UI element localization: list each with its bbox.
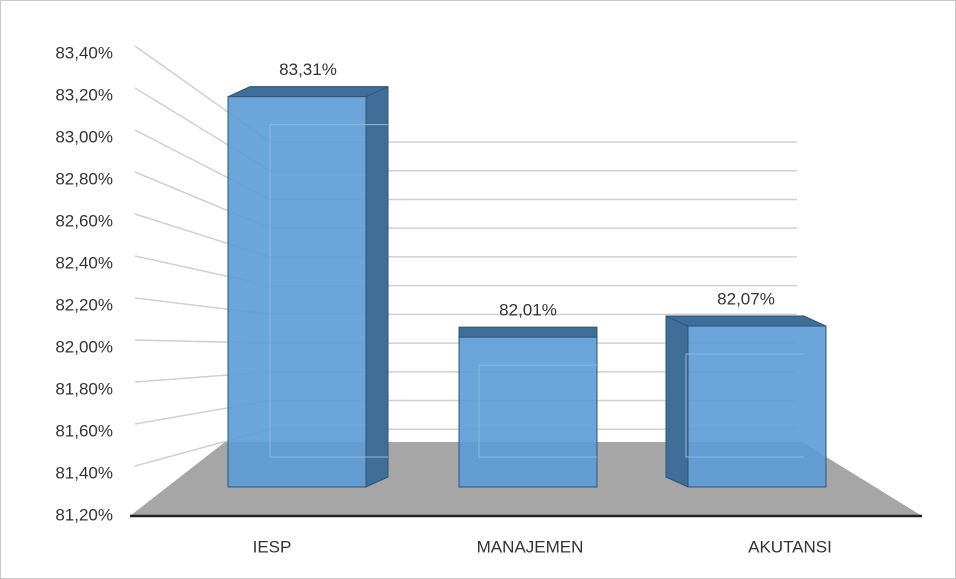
y-tick-label: 81,60% (55, 421, 113, 440)
y-tick-label: 81,40% (55, 463, 113, 482)
bar-side (365, 85, 389, 488)
y-tick-label: 81,80% (55, 379, 113, 398)
bar-inner (478, 365, 597, 458)
data-label: 83,31% (279, 60, 337, 79)
bar-side (665, 315, 689, 488)
y-tick-label: 82,20% (55, 295, 113, 314)
y-tick-label: 83,40% (55, 43, 113, 62)
bar-front (687, 325, 827, 488)
y-tick-label: 81,20% (55, 505, 113, 524)
y-tick-label: 83,00% (55, 127, 113, 146)
y-tick-label: 82,80% (55, 169, 113, 188)
bar (458, 326, 598, 488)
x-tick-label: IESP (253, 537, 292, 556)
x-tick-label: AKUTANSI (748, 537, 832, 556)
y-tick-label: 82,00% (55, 337, 113, 356)
data-label: 82,01% (499, 301, 557, 320)
bar (227, 85, 389, 488)
bar (665, 315, 827, 488)
y-tick-label: 82,60% (55, 211, 113, 230)
y-tick-label: 82,40% (55, 253, 113, 272)
bar-inner (685, 354, 804, 458)
data-label: 82,07% (717, 290, 775, 309)
bar-front (227, 96, 367, 488)
bar-top (665, 315, 827, 327)
y-tick-label: 83,20% (55, 85, 113, 104)
bar-top (227, 86, 389, 98)
bar-top (458, 326, 598, 338)
x-tick-label: MANAJEMEN (477, 537, 584, 556)
bar-inner (269, 124, 388, 458)
bar-front (458, 336, 598, 488)
